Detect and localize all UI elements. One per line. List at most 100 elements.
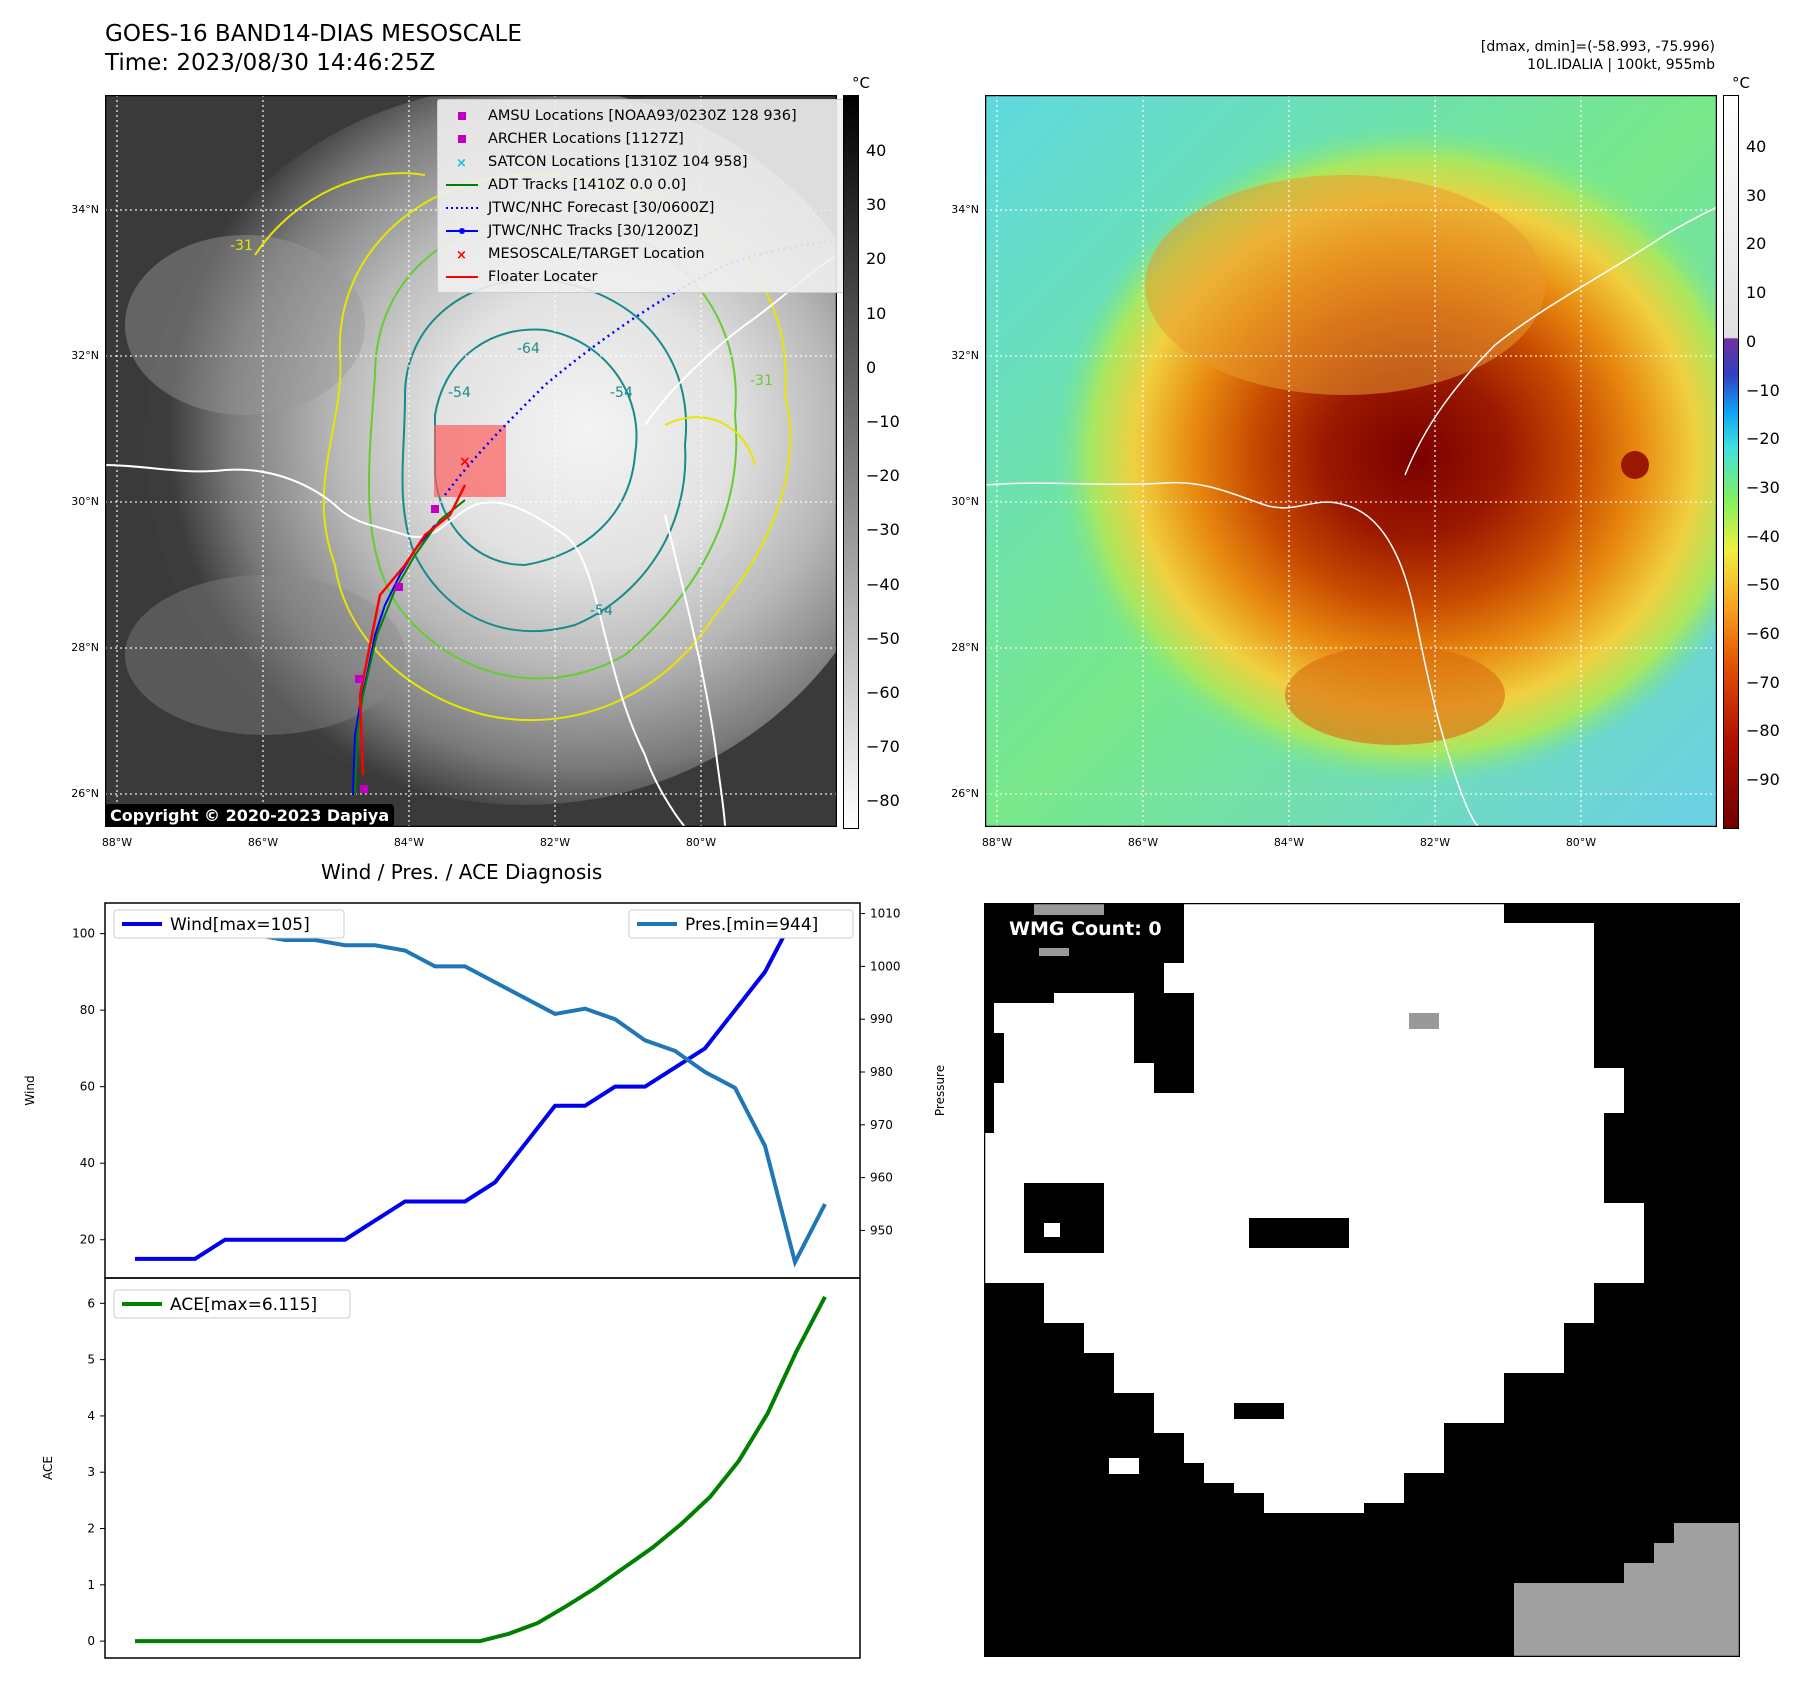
legend-entry: × SATCON Locations [1310Z 104 958] [444, 150, 840, 173]
chart-title: Wind / Pres. / ACE Diagnosis [321, 860, 603, 884]
colorbar-tick-label: −40 [1746, 526, 1780, 546]
colorbar-tick-label: 30 [866, 195, 887, 215]
map-lat-label: 34°N [951, 203, 979, 216]
upper-axes-frame [104, 902, 861, 1279]
map-lon-label: 84°W [393, 836, 425, 849]
legend-entry: ARCHER Locations [1127Z] [444, 127, 840, 150]
map-lon-label: 86°W [1127, 836, 1159, 849]
pressure-legend-box [628, 909, 854, 939]
legend-label: ARCHER Locations [1127Z] [488, 130, 684, 147]
y-tick-label: 80 [80, 1003, 95, 1017]
y-tick-label: 40 [80, 1156, 95, 1170]
legend-label: Floater Locater [488, 268, 598, 285]
storm-info: [dmax, dmin]=(-58.993, -75.996) 10L.IDAL… [1481, 38, 1715, 74]
y-right-tick-label: 970 [870, 1118, 893, 1132]
legend-entry: Floater Locater [444, 265, 840, 288]
wind-series-line [135, 911, 827, 1261]
map-lat-label: 26°N [71, 787, 99, 800]
legend-swatch-icon: × [456, 248, 467, 261]
wind-legend-box [113, 909, 345, 939]
colorbar-tick-label: −40 [866, 574, 900, 594]
copyright-badge: Copyright © 2020-2023 Dapiya [105, 804, 395, 827]
y-tick-label: 4 [87, 1409, 95, 1423]
map-lon-label: 80°W [685, 836, 717, 849]
ace-legend-label: ACE[max=6.115] [170, 1295, 317, 1315]
colorbar-tick-label: −10 [866, 412, 900, 431]
map-legend: AMSU Locations [NOAA93/0230Z 128 936] ARC… [437, 99, 847, 293]
colorbar-tick-label: −60 [1746, 624, 1780, 643]
colorbar-tick-label: 10 [866, 303, 887, 323]
color-colorbar [1723, 95, 1739, 829]
wmg-count-badge: WMG Count: 0 [1002, 915, 1169, 943]
map-lon-label: 82°W [539, 836, 571, 849]
map-lat-label: 30°N [951, 495, 979, 508]
y-right-tick-label: 1000 [870, 959, 901, 973]
colorbar-tick-label: −20 [1746, 429, 1780, 449]
colorbar-tick-label: −20 [866, 466, 900, 486]
legend-entry: JTWC/NHC Forecast [30/0600Z] [444, 196, 840, 219]
ir-color-map [984, 94, 1775, 828]
y-right-tick-label: 950 [870, 1223, 893, 1237]
y-tick-label: 60 [80, 1080, 95, 1094]
y-tick-label: 100 [72, 927, 95, 941]
mesoscale-box [434, 425, 506, 497]
pressure-legend-label: Pres.[min=944] [685, 915, 818, 935]
legend-label: MESOSCALE/TARGET Location [488, 245, 705, 262]
map-lat-label: 34°N [71, 203, 99, 216]
map-lat-label: 28°N [951, 641, 979, 654]
colorbar-tick-label: −10 [1746, 380, 1780, 400]
y-axis-label: Wind [23, 1075, 37, 1105]
y-tick-label: 6 [87, 1296, 95, 1310]
contour-label: -31 [230, 238, 253, 254]
y-tick-label: 20 [80, 1233, 95, 1247]
y-tick-label: 3 [87, 1465, 95, 1479]
map-lat-label: 30°N [71, 495, 99, 508]
legend-swatch-icon [446, 275, 478, 278]
y-right-axis-label: Pressure [933, 1065, 947, 1116]
y-tick-label: 0 [87, 1634, 95, 1648]
map-lon-label: 82°W [1419, 836, 1451, 849]
colorbar-tick-label: −80 [866, 791, 900, 811]
title-line-2: Time: 2023/08/30 14:46:25Z [105, 50, 436, 76]
y-axis-label: ACE [41, 1456, 55, 1480]
colorbar-tick-label: 20 [1746, 234, 1767, 254]
svg-text:×: × [456, 156, 467, 169]
colorbar-tick-label: 0 [866, 357, 877, 377]
colorbar-tick-label: −30 [866, 520, 900, 540]
colorbar-tick-label: −50 [1746, 575, 1780, 595]
grayscale-colorbar-unit: °C [852, 74, 870, 92]
legend-entry: JTWC/NHC Tracks [30/1200Z] [444, 219, 840, 242]
y-right-tick-label: 980 [870, 1065, 893, 1079]
contour-label: -54 [610, 385, 633, 401]
lower-axes-frame [104, 1277, 861, 1659]
contour-label: -64 [517, 341, 540, 357]
colorbar-tick-label: −50 [866, 628, 900, 648]
wind-legend-label: Wind[max=105] [170, 915, 310, 935]
dmax-dmin-text: [dmax, dmin]=(-58.993, -75.996) [1480, 39, 1715, 55]
colorbar-tick-label: −90 [1746, 770, 1780, 790]
map-lat-label: 32°N [71, 349, 99, 362]
ir-color-map-svg [984, 94, 1775, 828]
colorbar-tick-label: −60 [866, 683, 900, 702]
ace-series-line [135, 1295, 827, 1644]
map-lat-label: 32°N [951, 349, 979, 362]
y-right-tick-label: 990 [870, 1012, 893, 1026]
map-lon-label: 84°W [1273, 836, 1305, 849]
wind-pres-ace-chart: 100 80 60 40 20 1010 1000 990 980 970 960 950 6 5 4 3 2 1… [23, 902, 947, 1659]
legend-swatch-icon: × [456, 156, 467, 169]
y-tick-label: 1 [87, 1578, 95, 1592]
colorbar-tick-label: 30 [1746, 185, 1767, 205]
legend-label: JTWC/NHC Tracks [30/1200Z] [488, 222, 699, 239]
contour-label: -54 [448, 385, 471, 401]
y-tick-label: 5 [87, 1353, 95, 1367]
pressure-series-line [135, 911, 827, 1268]
legend-swatch-icon [446, 227, 478, 234]
legend-swatch-icon [446, 183, 478, 186]
y-right-tick-label: 960 [870, 1171, 893, 1185]
figure-title: GOES-16 BAND14-DIAS MESOSCALE Time: 2023… [105, 20, 522, 78]
map-lon-label: 88°W [981, 836, 1013, 849]
legend-entry: × MESOSCALE/TARGET Location [444, 242, 840, 265]
colorbar-tick-label: 10 [1746, 283, 1767, 303]
colorbar-tick-label: 0 [1746, 331, 1757, 351]
map-lat-label: 28°N [71, 641, 99, 654]
